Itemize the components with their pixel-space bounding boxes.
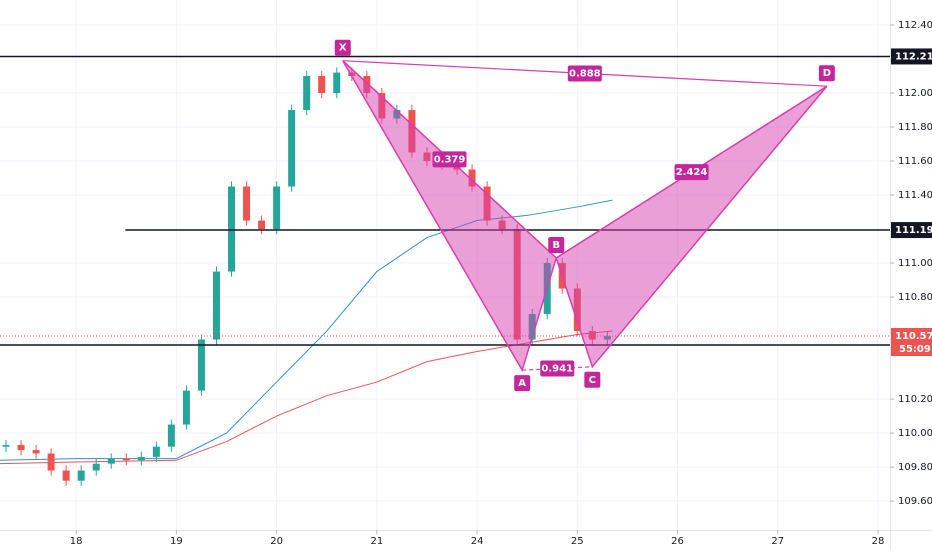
- level-label-box: [891, 222, 932, 239]
- candle-body: [197, 339, 205, 391]
- candle-body: [182, 390, 190, 425]
- candle-body: [122, 458, 130, 461]
- y-tick-label: 109.800: [898, 462, 932, 473]
- candle-body: [468, 169, 476, 187]
- candle-body: [258, 220, 266, 230]
- current-price-label: 110.571: [895, 331, 932, 342]
- point-box: [584, 371, 601, 388]
- ratio-box: [674, 164, 709, 181]
- point-box: [818, 65, 835, 82]
- candle-body: [92, 463, 100, 471]
- candle-body: [47, 453, 55, 471]
- y-tick-label: 110.800: [898, 292, 932, 303]
- candle-body: [2, 444, 10, 447]
- candle-body: [273, 186, 281, 230]
- x-tick-label: 19: [170, 536, 183, 547]
- countdown-label: 55:09: [899, 344, 931, 355]
- point-box: [334, 39, 351, 56]
- level-label: 111.194: [895, 225, 932, 236]
- y-tick-label: 111.600: [898, 156, 932, 167]
- candle-body: [243, 186, 251, 221]
- candle-body: [288, 110, 296, 187]
- current-price-box: [891, 327, 932, 356]
- point-label: X: [339, 43, 347, 54]
- point-label: B: [552, 240, 560, 251]
- y-tick-label: 110.200: [898, 394, 932, 405]
- candle-body: [228, 186, 236, 272]
- x-tick-label: 24: [471, 536, 484, 547]
- x-tick-label: 25: [571, 536, 584, 547]
- point-box: [514, 375, 531, 392]
- ratio-label: 2.424: [676, 167, 708, 178]
- candle-body: [333, 72, 341, 94]
- x-tick-label: 18: [70, 536, 83, 547]
- x-tick-label: 27: [771, 536, 784, 547]
- ratio-box: [567, 65, 602, 82]
- candle-body: [77, 470, 85, 481]
- point-label: C: [589, 375, 596, 386]
- level-label-box: [891, 48, 932, 65]
- x-tick-label: 21: [370, 536, 383, 547]
- x-tick-label: 28: [872, 536, 885, 547]
- y-tick-label: 110.000: [898, 428, 932, 439]
- y-tick-label: 111.800: [898, 122, 932, 133]
- x-tick-label: 20: [270, 536, 283, 547]
- candle-body: [17, 444, 25, 451]
- y-tick-label: 111.000: [898, 258, 932, 269]
- ratio-label: 0.888: [569, 68, 601, 79]
- ratio-label: 0.941: [541, 363, 573, 374]
- x-tick-label: 26: [671, 536, 684, 547]
- candle-body: [212, 271, 220, 340]
- moving-average: [0, 330, 613, 465]
- ratio-box: [540, 360, 575, 377]
- candle-body: [318, 76, 326, 94]
- candle-body: [62, 470, 70, 481]
- ratio-label: 0.379: [434, 154, 466, 165]
- candle-body: [32, 450, 40, 454]
- ratio-box: [432, 151, 467, 168]
- candle-body: [107, 458, 115, 464]
- y-tick-label: 109.600: [898, 496, 932, 507]
- candle-body: [137, 456, 145, 461]
- y-tick-label: 111.400: [898, 190, 932, 201]
- y-tick-label: 112.000: [898, 88, 932, 99]
- y-tick-label: 112.400: [898, 20, 932, 31]
- point-label: D: [823, 68, 831, 79]
- candle-body: [167, 424, 175, 447]
- moving-average: [0, 199, 613, 461]
- candle-body: [152, 446, 160, 457]
- point-label: A: [518, 378, 526, 389]
- point-box: [548, 236, 565, 253]
- level-label: 112.215: [895, 51, 932, 62]
- candle-body: [303, 76, 311, 111]
